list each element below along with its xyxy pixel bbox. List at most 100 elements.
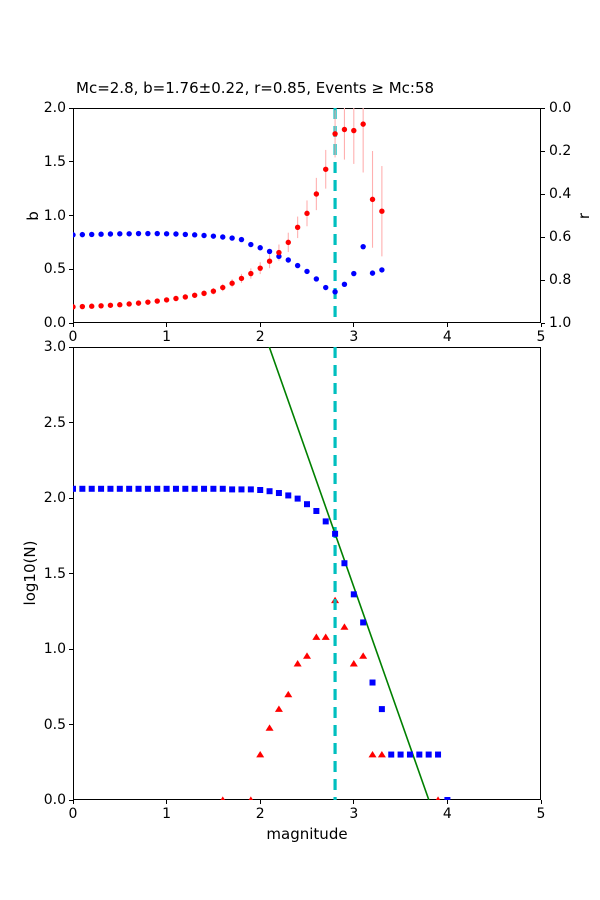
cumulative-count-point	[425, 751, 432, 758]
b-value-point	[201, 290, 207, 297]
cumulative-count-point	[79, 485, 86, 492]
cumulative-count-point	[107, 485, 114, 492]
r-value-point	[79, 231, 86, 238]
bottom-plot-frame	[73, 347, 541, 800]
top-plot-x-tick-label: 5	[536, 329, 546, 345]
top-plot-x-tick-label: 4	[442, 329, 452, 345]
r-value-point	[135, 230, 142, 237]
r-value-point	[341, 281, 348, 287]
r-value-point	[117, 231, 123, 237]
top-plot-x-tick	[72, 323, 74, 327]
b-value-point	[117, 302, 123, 308]
top-plot-left-tick	[69, 268, 73, 270]
top-plot-left-tick	[69, 161, 73, 163]
cumulative-count-point	[360, 619, 367, 626]
bottom-plot-area	[73, 347, 541, 800]
b-value-point	[210, 288, 217, 294]
top-plot-left-tick	[69, 107, 73, 109]
top-plot-right-tick-label: 0.2	[549, 143, 572, 159]
b-value-point	[238, 275, 245, 282]
top-plot-x-tick	[166, 323, 168, 327]
cumulative-count-point	[154, 485, 161, 492]
top-plot-left-tick	[69, 215, 73, 216]
top-plot-area	[73, 108, 541, 323]
top-plot-left-tick-label: 1.5	[43, 153, 66, 170]
bottom-plot-x-axis-label: magnitude	[266, 825, 348, 843]
b-value-point	[73, 304, 76, 310]
top-plot-right-tick	[541, 150, 545, 152]
b-value-point	[351, 127, 357, 134]
top-plot-x-tick-label: 3	[349, 329, 359, 345]
b-value-point	[266, 258, 273, 264]
incremental-count-point	[359, 652, 368, 659]
bottom-plot-x-tick	[353, 800, 355, 804]
r-value-point	[313, 276, 320, 282]
bottom-plot-y-tick	[69, 346, 73, 348]
top-plot-svg	[73, 108, 541, 323]
top-plot-x-tick	[540, 323, 542, 327]
r-value-point	[323, 284, 329, 291]
top-plot-left-tick-label: 0.5	[43, 261, 66, 278]
cumulative-count-point	[266, 488, 273, 495]
bottom-plot-y-tick	[69, 422, 73, 423]
b-value-point	[145, 299, 151, 305]
bottom-plot-y-tick-label: 2.0	[43, 490, 66, 506]
b-value-point	[191, 292, 198, 298]
r-value-point	[304, 268, 310, 275]
cumulative-count-point	[73, 485, 76, 492]
b-value-point	[379, 208, 385, 214]
top-plot-left-tick-label: 0.0	[43, 315, 66, 331]
r-value-point	[173, 231, 179, 237]
cumulative-count-point	[247, 486, 254, 493]
incremental-count-point	[284, 690, 293, 698]
b-value-point	[107, 302, 114, 308]
incremental-count-point	[377, 750, 386, 758]
cumulative-count-point	[285, 492, 292, 499]
r-value-point	[201, 232, 207, 239]
cumulative-count-point	[397, 751, 404, 758]
r-value-point	[191, 232, 198, 238]
cumulative-count-point	[332, 530, 339, 537]
top-plot-right-tick-label: 0.4	[549, 186, 572, 202]
bottom-plot-x-tick	[446, 800, 448, 804]
b-value-point	[126, 301, 132, 307]
incremental-count-point	[293, 660, 302, 667]
top-plot-x-tick	[446, 323, 448, 327]
top-plot-frame	[73, 108, 541, 323]
bottom-plot-x-tick	[72, 800, 74, 804]
incremental-count-point	[349, 660, 358, 667]
incremental-count-point	[435, 796, 441, 800]
r-value-point	[98, 231, 104, 237]
cumulative-count-point	[350, 591, 357, 598]
b-value-point	[163, 297, 170, 303]
cumulative-count-point	[341, 560, 348, 567]
bottom-plot-y-tick	[69, 648, 73, 650]
bottom-plot-y-tick-label: 2.5	[43, 414, 66, 431]
bottom-plot-y-tick-label: 0.0	[43, 792, 66, 808]
cumulative-count-point	[416, 751, 423, 758]
cumulative-count-point	[126, 485, 133, 492]
cumulative-count-point	[275, 490, 282, 497]
b-value-point	[360, 121, 366, 127]
b-value-point	[173, 295, 179, 302]
cumulative-count-point	[135, 485, 142, 492]
cumulative-count-point	[210, 485, 217, 492]
cumulative-count-point	[201, 485, 208, 492]
cumulative-count-point	[378, 706, 385, 713]
r-value-point	[360, 243, 366, 250]
incremental-count-point	[340, 623, 349, 630]
r-value-point	[126, 231, 132, 237]
r-value-point	[248, 241, 254, 248]
cumulative-count-point	[163, 485, 170, 492]
cumulative-count-point	[238, 486, 245, 493]
cumulative-count-point	[304, 501, 310, 508]
cumulative-count-point	[219, 485, 226, 492]
r-value-point	[107, 231, 114, 237]
b-value-point	[285, 239, 291, 246]
b-value-point	[98, 303, 104, 309]
top-plot-right-tick	[541, 193, 545, 195]
gr-fit-line	[268, 347, 430, 800]
top-plot-left-tick-label: 2.0	[43, 100, 66, 116]
cumulative-count-point	[369, 679, 376, 686]
top-plot-right-tick-label: 0.8	[549, 272, 572, 288]
